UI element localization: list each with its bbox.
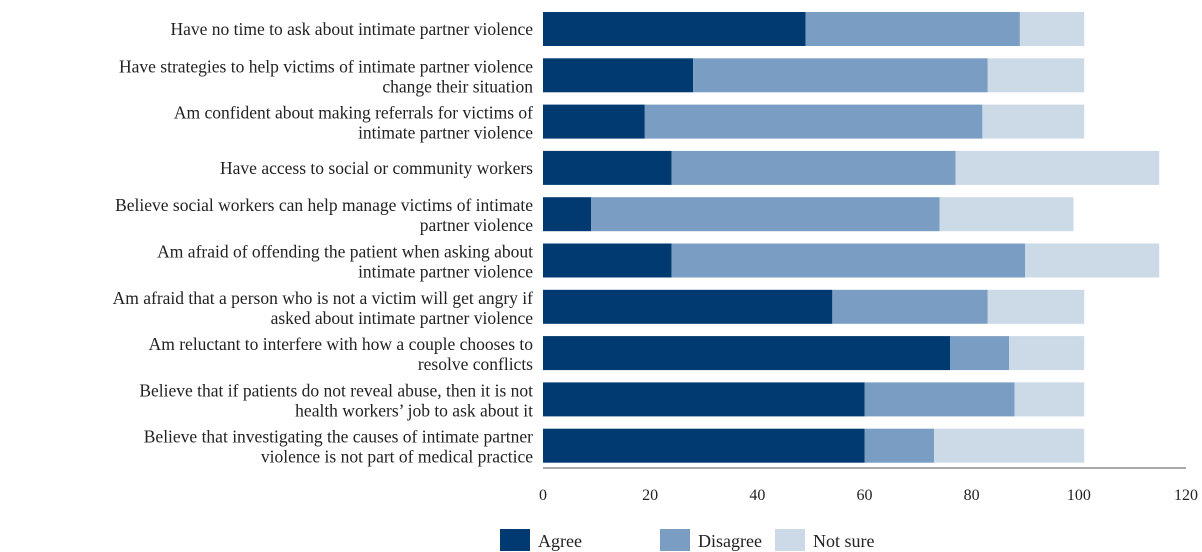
- category-label-line: Am afraid that a person who is not a vic…: [113, 288, 534, 308]
- bar-disagree: [950, 336, 1010, 371]
- legend-swatch-not-sure: [775, 529, 805, 551]
- bar-not-sure: [939, 197, 1074, 232]
- bar-agree: [543, 382, 865, 417]
- category-label: Have no time to ask about intimate partn…: [170, 19, 533, 39]
- category-label-line: Am afraid of offending the patient when …: [157, 242, 533, 262]
- x-tick-label: 60: [857, 487, 873, 504]
- bar-not-sure: [1025, 243, 1160, 278]
- bar-agree: [543, 12, 806, 46]
- legend-label: Disagree: [698, 531, 762, 551]
- bar-disagree: [832, 289, 988, 324]
- bar-not-sure: [1019, 12, 1085, 46]
- bar-not-sure: [934, 428, 1085, 463]
- category-label-line: Have access to social or community worke…: [220, 158, 533, 178]
- category-label-line: violence is not part of medical practice: [261, 447, 533, 467]
- category-label-line: Am confident about making referrals for …: [174, 103, 533, 123]
- x-tick-label: 20: [642, 487, 658, 504]
- bar-agree: [543, 58, 694, 93]
- bar-agree: [543, 104, 645, 139]
- bar-agree: [543, 289, 833, 324]
- category-label: Am confident about making referrals for …: [174, 103, 533, 143]
- bar-disagree: [864, 382, 1015, 417]
- x-tick-label: 80: [964, 487, 980, 504]
- x-tick-label: 120: [1174, 487, 1198, 504]
- bar-not-sure: [955, 150, 1160, 185]
- category-label: Am afraid that a person who is not a vic…: [113, 288, 534, 328]
- bar-disagree: [671, 243, 1026, 278]
- category-label-line: intimate partner violence: [358, 123, 533, 143]
- category-label-line: asked about intimate partner violence: [271, 308, 534, 328]
- category-label: Am reluctant to interfere with how a cou…: [149, 334, 534, 374]
- legend-label: Agree: [538, 531, 582, 551]
- bar-disagree: [864, 428, 935, 463]
- bar-agree: [543, 336, 951, 371]
- category-label: Believe that investigating the causes of…: [144, 427, 533, 467]
- bar-not-sure: [987, 58, 1085, 93]
- bar-disagree: [591, 197, 940, 232]
- category-label-line: health workers’ job to ask about it: [295, 400, 533, 420]
- category-label-line: Believe that investigating the causes of…: [144, 427, 533, 447]
- x-tick-label: 0: [539, 487, 547, 504]
- category-label: Believe social workers can help manage v…: [115, 195, 533, 235]
- legend-label: Not sure: [813, 531, 875, 551]
- bar-not-sure: [1009, 336, 1085, 371]
- category-label-line: Am reluctant to interfere with how a cou…: [149, 334, 534, 354]
- bar-agree: [543, 150, 672, 185]
- x-tick-label: 100: [1067, 487, 1091, 504]
- category-label-line: Have strategies to help victims of intim…: [119, 56, 533, 76]
- bar-disagree: [644, 104, 983, 139]
- category-label-line: intimate partner violence: [358, 262, 533, 282]
- x-tick-label: 40: [749, 487, 765, 504]
- bar-agree: [543, 428, 865, 463]
- bar-not-sure: [1014, 382, 1085, 417]
- bar-not-sure: [982, 104, 1085, 139]
- category-label: Have access to social or community worke…: [220, 158, 533, 178]
- category-label-line: change their situation: [382, 76, 533, 96]
- category-label-line: Believe social workers can help manage v…: [115, 195, 533, 215]
- category-label-line: Have no time to ask about intimate partn…: [170, 19, 533, 39]
- category-label-line: Believe that if patients do not reveal a…: [139, 380, 533, 400]
- category-label-line: partner violence: [420, 215, 533, 235]
- legend-swatch-disagree: [660, 529, 690, 551]
- bar-not-sure: [987, 289, 1085, 324]
- bar-disagree: [671, 150, 956, 185]
- bar-agree: [543, 197, 592, 232]
- category-label-line: resolve conflicts: [418, 354, 533, 374]
- bar-disagree: [693, 58, 988, 93]
- legend-swatch-agree: [500, 529, 530, 551]
- bar-disagree: [805, 12, 1020, 46]
- bar-agree: [543, 243, 672, 278]
- category-label: Believe that if patients do not reveal a…: [139, 380, 533, 420]
- category-label: Am afraid of offending the patient when …: [157, 242, 533, 282]
- category-label: Have strategies to help victims of intim…: [119, 56, 533, 96]
